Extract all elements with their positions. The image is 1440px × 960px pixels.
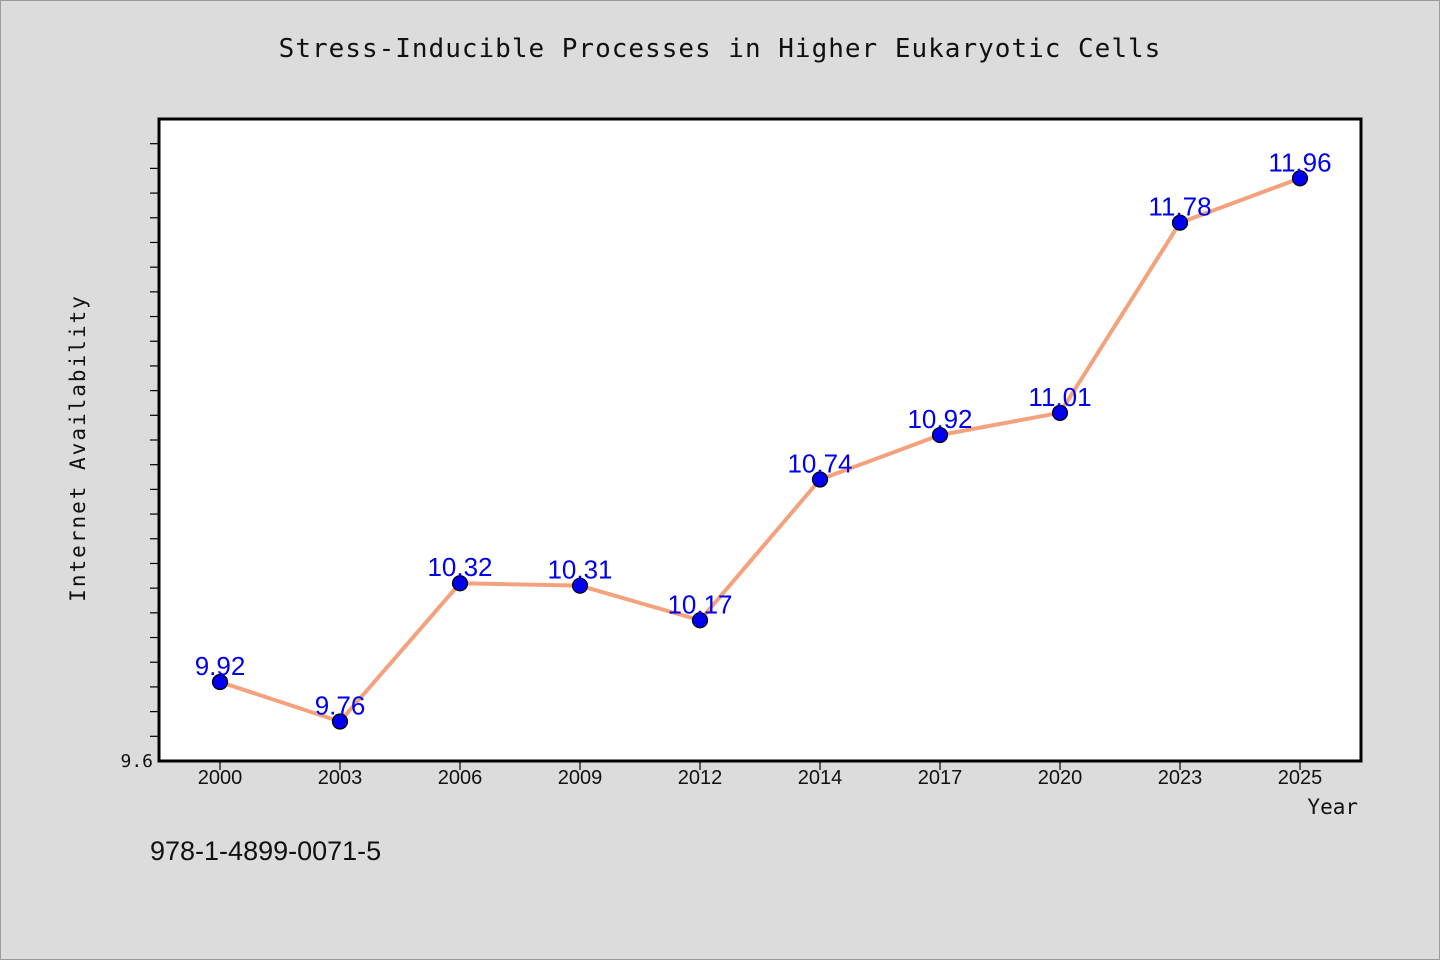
chart-title: Stress-Inducible Processes in Higher Euk… xyxy=(278,34,1162,64)
data-point xyxy=(811,471,829,488)
data-label: 10.32 xyxy=(427,552,492,582)
x-tick-label: 2023 xyxy=(1158,767,1203,789)
y-axis-ticks: 9.6 xyxy=(120,143,159,772)
data-point xyxy=(1171,214,1189,231)
data-label: 11.01 xyxy=(1028,382,1091,412)
x-tick-label: 2025 xyxy=(1278,767,1323,789)
data-label: 11.96 xyxy=(1268,147,1331,177)
x-tick-label: 2012 xyxy=(678,767,723,789)
data-label: 10.92 xyxy=(907,404,972,434)
data-point xyxy=(571,577,589,594)
x-tick-label: 2014 xyxy=(798,767,843,789)
data-label: 10.17 xyxy=(667,589,732,619)
isbn-footer-text: 978-1-4899-0071-5 xyxy=(150,836,382,866)
y-tick-label: 9.6 xyxy=(120,751,153,772)
data-label: 9.76 xyxy=(315,690,366,720)
data-label: 11.78 xyxy=(1148,192,1211,222)
x-axis-ticks: 2000 2003 2006 2009 2012 2014 2017 2020 2023 2025 xyxy=(198,761,1323,789)
x-axis-label: Year xyxy=(1307,795,1358,819)
x-tick-label: 2020 xyxy=(1038,767,1083,789)
data-point xyxy=(451,575,469,592)
data-points xyxy=(211,170,1309,730)
x-tick-label: 2006 xyxy=(438,767,483,789)
data-point xyxy=(1291,170,1309,187)
x-tick-label: 2000 xyxy=(198,767,243,789)
data-label: 10.74 xyxy=(787,449,852,479)
data-point xyxy=(211,673,229,691)
data-label: 9.92 xyxy=(195,651,246,681)
plot-border xyxy=(157,117,1363,763)
data-point xyxy=(1051,404,1069,421)
x-tick-label: 2003 xyxy=(318,767,363,789)
data-labels: 9.92 9.76 10.32 10.31 10.17 10.74 10.92 11.01 11… xyxy=(195,147,1332,720)
series-line xyxy=(219,176,1301,724)
x-tick-label: 2017 xyxy=(918,767,963,789)
data-point xyxy=(691,612,709,629)
data-point xyxy=(331,713,349,730)
data-point xyxy=(931,426,949,444)
plot-area xyxy=(159,119,1361,761)
data-label: 10.31 xyxy=(547,555,612,585)
x-tick-label: 2009 xyxy=(558,767,603,789)
